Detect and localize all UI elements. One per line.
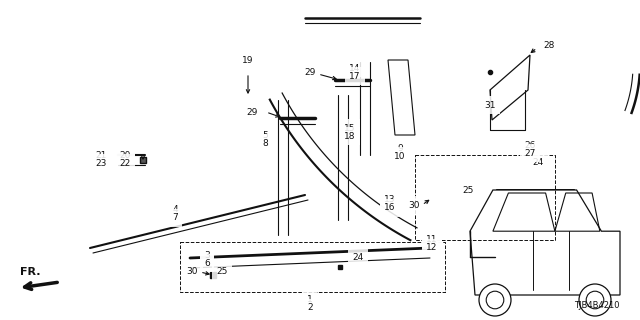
Text: 15: 15 (344, 124, 356, 132)
Text: 14: 14 (349, 63, 361, 73)
Text: 12: 12 (426, 244, 438, 252)
Text: 13: 13 (384, 196, 396, 204)
Circle shape (479, 284, 511, 316)
Text: 10: 10 (394, 151, 406, 161)
Text: 8: 8 (262, 139, 268, 148)
Text: 24: 24 (353, 253, 364, 262)
Text: 20: 20 (119, 150, 131, 159)
Text: 21: 21 (95, 150, 107, 159)
Text: 6: 6 (204, 259, 210, 268)
Text: 11: 11 (426, 236, 438, 244)
Text: 23: 23 (95, 158, 107, 167)
Text: 4: 4 (172, 205, 178, 214)
Text: 31: 31 (484, 100, 496, 109)
Text: 30: 30 (186, 268, 198, 276)
Text: 25: 25 (216, 268, 228, 276)
Text: 29: 29 (305, 68, 316, 76)
Circle shape (579, 284, 611, 316)
Text: 28: 28 (543, 41, 554, 50)
Text: 1: 1 (307, 295, 313, 305)
Text: FR.: FR. (20, 267, 40, 277)
Text: 2: 2 (307, 303, 313, 313)
Text: 5: 5 (262, 131, 268, 140)
Text: 24: 24 (532, 157, 543, 166)
Text: 9: 9 (397, 143, 403, 153)
Text: TJB4B4210: TJB4B4210 (575, 301, 620, 310)
Text: 22: 22 (120, 158, 131, 167)
Text: 3: 3 (204, 251, 210, 260)
Text: 27: 27 (524, 148, 536, 157)
Text: 19: 19 (243, 55, 253, 65)
Text: 18: 18 (344, 132, 356, 140)
Text: 17: 17 (349, 71, 361, 81)
Text: 7: 7 (172, 213, 178, 222)
Text: 25: 25 (462, 186, 474, 195)
Text: 30: 30 (408, 201, 420, 210)
Text: 16: 16 (384, 204, 396, 212)
Text: 26: 26 (524, 140, 536, 149)
Text: 29: 29 (246, 108, 258, 116)
